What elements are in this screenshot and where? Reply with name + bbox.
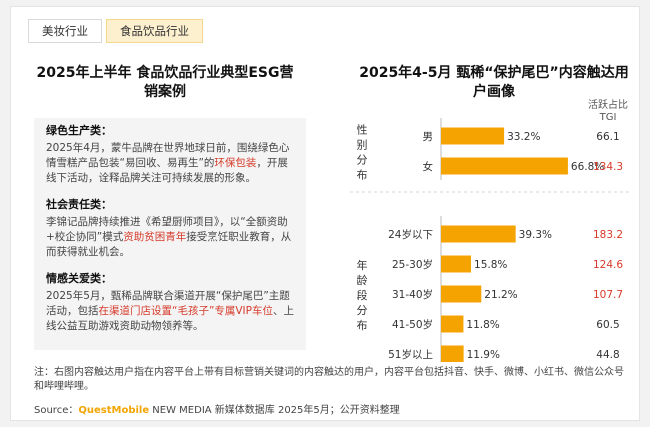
case-heading: 绿色生产类： — [46, 124, 112, 137]
category-label: 女 — [423, 160, 434, 173]
tgi-value: 134.3 — [593, 161, 623, 173]
tgi-value: 44.8 — [596, 349, 619, 361]
category-label: 31-40岁 — [392, 288, 433, 301]
esg-cases-panel: 绿色生产类： 2025年4月，蒙牛品牌在世界地球日前，围绕绿色心情雪糕产品包装“… — [34, 118, 306, 350]
data-label: 66.8% — [571, 161, 604, 173]
tgi-header: TGI — [599, 112, 617, 123]
cases-title: 2025年上半年 食品饮品行业典型ESG营销案例 — [36, 65, 294, 100]
tgi-value: 60.5 — [596, 319, 619, 331]
case-social-responsibility: 社会责任类： 李锦记品牌持续推进《希望厨师项目》，以“全额资助+校企协同”模式资… — [46, 196, 294, 260]
category-label: 25-30岁 — [392, 258, 433, 271]
case-green-production: 绿色生产类： 2025年4月，蒙牛品牌在世界地球日前，围绕绿色心情雪糕产品包装“… — [46, 122, 294, 186]
category-label: 51岁以上 — [388, 348, 433, 361]
case-highlight: 环保包装 — [214, 157, 257, 169]
data-label: 15.8% — [474, 259, 507, 271]
bar — [441, 225, 516, 243]
tab-food-beverage[interactable]: 食品饮品行业 — [106, 19, 203, 43]
category-label: 41-50岁 — [392, 318, 433, 331]
bar — [441, 127, 505, 145]
case-emotional-care: 情感关爱类： 2025年5月，甄稀品牌联合渠道开展“保护尾巴”主题活动，包括在渠… — [46, 270, 294, 334]
tgi-value: 66.1 — [596, 131, 619, 143]
industry-tabs: 美妆行业 食品饮品行业 — [28, 19, 207, 43]
bar — [441, 255, 472, 273]
data-label: 33.2% — [507, 131, 540, 143]
bar — [441, 345, 464, 362]
bar — [441, 157, 568, 175]
data-label: 11.8% — [466, 319, 499, 331]
case-text: ，开展线下活动，诠释品牌关注可持续发展的形象。 — [46, 157, 288, 184]
case-text: 、上线公益互助游戏资助动物领养等。 — [46, 305, 294, 332]
category-label: 24岁以下 — [388, 228, 433, 241]
tgi-value: 183.2 — [593, 229, 623, 241]
source-line: Source：QuestMobile NEW MEDIA 新媒体数据库 2025… — [34, 401, 400, 416]
case-text: 2025年5月，甄稀品牌联合渠道开展“保护尾巴”主题活动，包括 — [46, 290, 290, 317]
tgi-value: 124.6 — [593, 259, 623, 271]
case-body: 2025年4月，蒙牛品牌在世界地球日前，围绕绿色心情雪糕产品包装“易回收、易再生… — [46, 141, 294, 186]
source-rest: NEW MEDIA 新媒体数据库 2025年5月；公开资料整理 — [149, 405, 400, 416]
bar — [441, 285, 482, 303]
group-label: 年龄段分布 — [357, 258, 368, 332]
data-label: 39.3% — [519, 229, 552, 241]
tab-beauty[interactable]: 美妆行业 — [28, 19, 102, 43]
chart-title: 2025年4-5月 甄稀“保护尾巴”内容触达用户画像 — [359, 65, 629, 100]
case-highlight: 资助贫困青年 — [123, 231, 187, 243]
source-prefix: Source： — [34, 405, 79, 416]
category-label: 男 — [423, 131, 434, 143]
footnote: 注：右图内容触达用户指在内容平台上带有目标营销关键词的内容触达的用户，内容平台包… — [34, 367, 624, 392]
source-brand: QuestMobile — [78, 405, 150, 416]
data-label: 21.2% — [484, 289, 517, 301]
tgi-value: 107.7 — [593, 289, 623, 301]
case-body: 2025年5月，甄稀品牌联合渠道开展“保护尾巴”主题活动，包括在渠道门店设置“毛… — [46, 289, 294, 334]
case-text: 2025年4月，蒙牛品牌在世界地球日前，围绕绿色心情雪糕产品包装“易回收、易再生… — [46, 142, 290, 169]
bar — [441, 315, 464, 333]
case-text: 接受烹饪职业教育，从而获得就业机会。 — [46, 231, 292, 258]
case-highlight: 在渠道门店设置“毛孩子”专属VIP车位 — [98, 305, 274, 317]
data-label: 11.9% — [467, 349, 500, 361]
case-text: 李锦记品牌持续推进《希望厨师项目》，以“全额资助+校企协同”模式 — [46, 216, 288, 243]
case-body: 李锦记品牌持续推进《希望厨师项目》，以“全额资助+校企协同”模式资助贫困青年接受… — [46, 215, 294, 260]
case-heading: 社会责任类： — [46, 198, 112, 211]
case-heading: 情感关爱类： — [46, 272, 112, 285]
group-label: 性别分布 — [357, 123, 368, 182]
tgi-header: 活跃占比 — [588, 98, 628, 111]
